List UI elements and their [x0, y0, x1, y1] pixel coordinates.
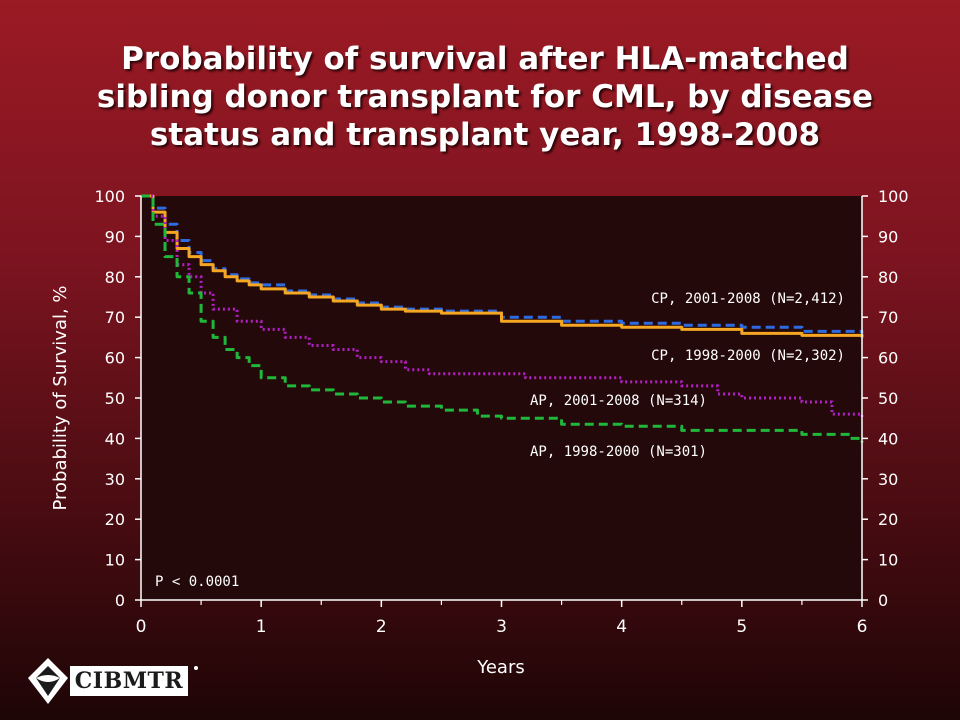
y-tick-label-right-100: 100 [878, 187, 909, 206]
series-label-1: CP, 2001-2008 (N=2,412) [651, 291, 845, 307]
series-line-3 [141, 194, 864, 419]
y-tick-label-left-90: 90 [105, 227, 125, 246]
y-tick-label-right-60: 60 [878, 349, 898, 368]
y-tick-label-right-70: 70 [878, 308, 898, 327]
title-line-3: status and transplant year, 1998-2008 [149, 117, 821, 153]
y-tick-label-left-20: 20 [105, 510, 125, 529]
x-tick-label-1: 1 [256, 617, 267, 637]
y-tick-label-left-50: 50 [105, 389, 125, 408]
cibmtr-logo [28, 658, 198, 704]
title-line-2: sibling donor transplant for CML, by dis… [96, 79, 874, 115]
logo-text: CIBMTR [70, 666, 188, 696]
chart-title: Probability of survival after HLA-matche… [60, 40, 910, 154]
title-line-1: Probability of survival after HLA-matche… [121, 41, 849, 77]
y-tick-label-right-50: 50 [878, 389, 898, 408]
y-tick-label-right-90: 90 [878, 227, 898, 246]
y-tick-label-right-10: 10 [878, 551, 898, 570]
y-tick-label-right-0: 0 [878, 591, 888, 610]
x-tick-label-4: 4 [616, 617, 627, 637]
p-value-annotation: P < 0.0001 [155, 574, 239, 590]
y-tick-label-left-0: 0 [115, 591, 125, 610]
series-label-3: AP, 2001-2008 (N=314) [530, 393, 707, 409]
y-tick-label-left-70: 70 [105, 308, 125, 327]
plot-area [141, 196, 862, 600]
y-tick-label-right-30: 30 [878, 470, 898, 489]
y-tick-label-left-30: 30 [105, 470, 125, 489]
x-tick-label-0: 0 [136, 617, 147, 637]
y-tick-label-right-20: 20 [878, 510, 898, 529]
y-tick-label-left-60: 60 [105, 349, 125, 368]
x-tick-label-3: 3 [496, 617, 507, 637]
series-label-4: AP, 1998-2000 (N=301) [530, 444, 707, 460]
y-tick-label-left-100: 100 [94, 187, 125, 206]
y-tick-label-right-40: 40 [878, 429, 898, 448]
series-label-2: CP, 1998-2000 (N=2,302) [651, 348, 845, 364]
x-axis-label: Years [476, 657, 525, 678]
x-tick-label-6: 6 [857, 617, 868, 637]
x-tick-label-5: 5 [736, 617, 747, 637]
y-tick-label-right-80: 80 [878, 268, 898, 287]
y-tick-label-left-40: 40 [105, 429, 125, 448]
series-line-2 [141, 194, 864, 338]
y-axis-label: Probability of Survival, % [50, 285, 71, 510]
y-tick-label-left-10: 10 [105, 551, 125, 570]
x-tick-label-2: 2 [376, 617, 387, 637]
y-tick-label-left-80: 80 [105, 268, 125, 287]
